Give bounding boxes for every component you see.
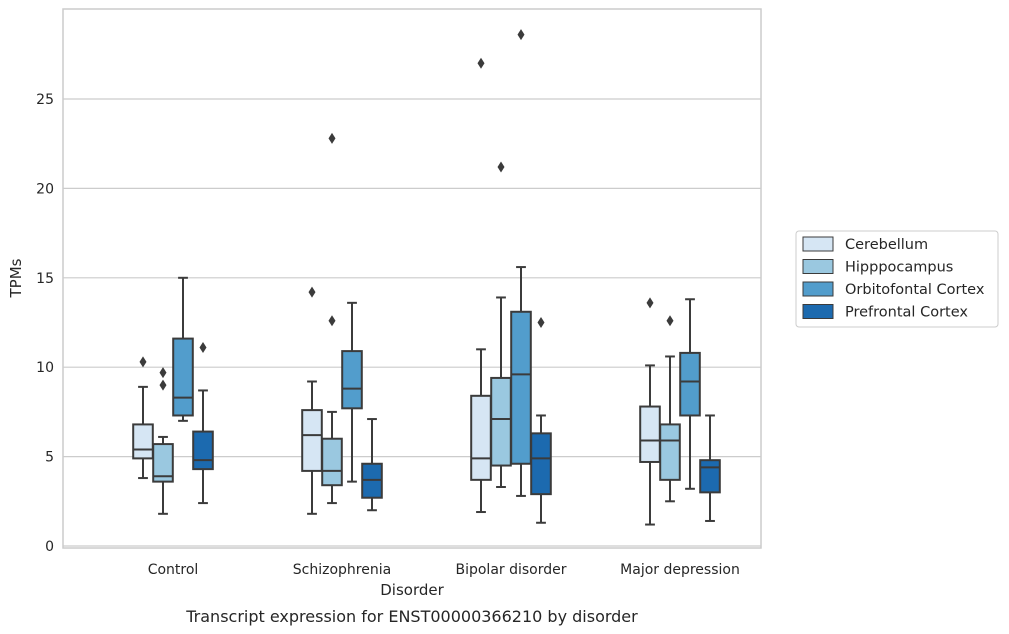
box-3-1	[361, 418, 383, 512]
y-tick-label-20: 20	[36, 181, 54, 197]
box-iqr	[510, 310, 532, 465]
box-0-2	[470, 57, 492, 514]
legend-swatch	[802, 236, 834, 252]
y-tick-label-25: 25	[36, 92, 54, 108]
box-iqr	[192, 430, 214, 471]
outlier-point	[159, 367, 167, 379]
y-axis-label: TPMs	[7, 258, 25, 298]
box-iqr	[301, 409, 323, 472]
box-1-3	[659, 315, 681, 503]
legend-item: Hipppocampus	[802, 259, 953, 276]
box-0-0	[132, 356, 154, 480]
outlier-point	[328, 315, 336, 327]
legend-label: Prefrontal Cortex	[845, 305, 968, 321]
outlier-point	[666, 315, 674, 327]
legend-label: Hipppocampus	[845, 260, 953, 276]
box-iqr	[679, 351, 701, 417]
outlier-point	[159, 379, 167, 391]
legend-item: Orbitofontal Cortex	[802, 281, 985, 298]
outlier-point	[517, 29, 525, 41]
box-iqr	[341, 350, 363, 410]
box-iqr	[321, 437, 343, 487]
legend-swatch	[802, 281, 834, 297]
legend-label: Orbitofontal Cortex	[845, 282, 985, 298]
legend-frame	[795, 230, 999, 328]
box-1-0	[152, 367, 174, 515]
box-3-3	[699, 414, 721, 522]
box-iqr	[132, 423, 154, 460]
y-tick-labels: 0 5 10 15 20 25	[36, 92, 54, 555]
box-2-2	[510, 29, 532, 497]
box-1-1	[321, 132, 343, 505]
x-tick-label: Schizophrenia	[293, 562, 391, 578]
box-iqr	[639, 405, 661, 463]
legend-label: Cerebellum	[845, 237, 928, 253]
legend-swatch	[802, 304, 834, 319]
x-tick-label: Control	[148, 562, 199, 578]
box-iqr	[699, 459, 721, 494]
y-tick-label-0: 0	[45, 539, 54, 555]
x-axis-label: Disorder	[380, 581, 444, 599]
box-3-0	[192, 342, 214, 505]
box-iqr	[659, 423, 681, 481]
x-tick-label: Major depression	[620, 562, 740, 578]
box-iqr	[530, 432, 552, 496]
outlier-point	[477, 57, 485, 69]
box-iqr	[470, 394, 492, 481]
boxes	[132, 29, 721, 526]
y-tick-label-15: 15	[36, 271, 54, 287]
box-3-2	[530, 317, 552, 524]
chart-caption: Transcript expression for ENST0000036621…	[185, 607, 638, 626]
outlier-point	[497, 161, 505, 173]
outlier-point	[139, 356, 147, 368]
legend-item: Cerebellum	[802, 236, 928, 253]
outlier-point	[646, 297, 654, 309]
outlier-point	[308, 286, 316, 298]
y-tick-label-5: 5	[45, 450, 54, 466]
outlier-point	[537, 317, 545, 328]
box-2-3	[679, 298, 701, 490]
outlier-point	[199, 342, 207, 354]
x-tick-labels: Control Schizophrenia Bipolar disorder Majo…	[148, 562, 740, 578]
box-2-0	[172, 276, 194, 422]
box-iqr	[490, 376, 512, 467]
box-iqr	[172, 337, 194, 417]
legend-swatch	[802, 259, 834, 274]
y-tick-label-10: 10	[36, 360, 54, 376]
legend-item: Prefrontal Cortex	[802, 304, 968, 321]
box-2-1	[341, 301, 363, 483]
outlier-point	[328, 132, 336, 144]
box-0-3	[639, 297, 661, 526]
legend: Cerebellum Hipppocampus Orbitofontal Corte…	[795, 230, 999, 328]
box-iqr	[152, 443, 174, 483]
x-tick-label: Bipolar disorder	[455, 562, 566, 578]
